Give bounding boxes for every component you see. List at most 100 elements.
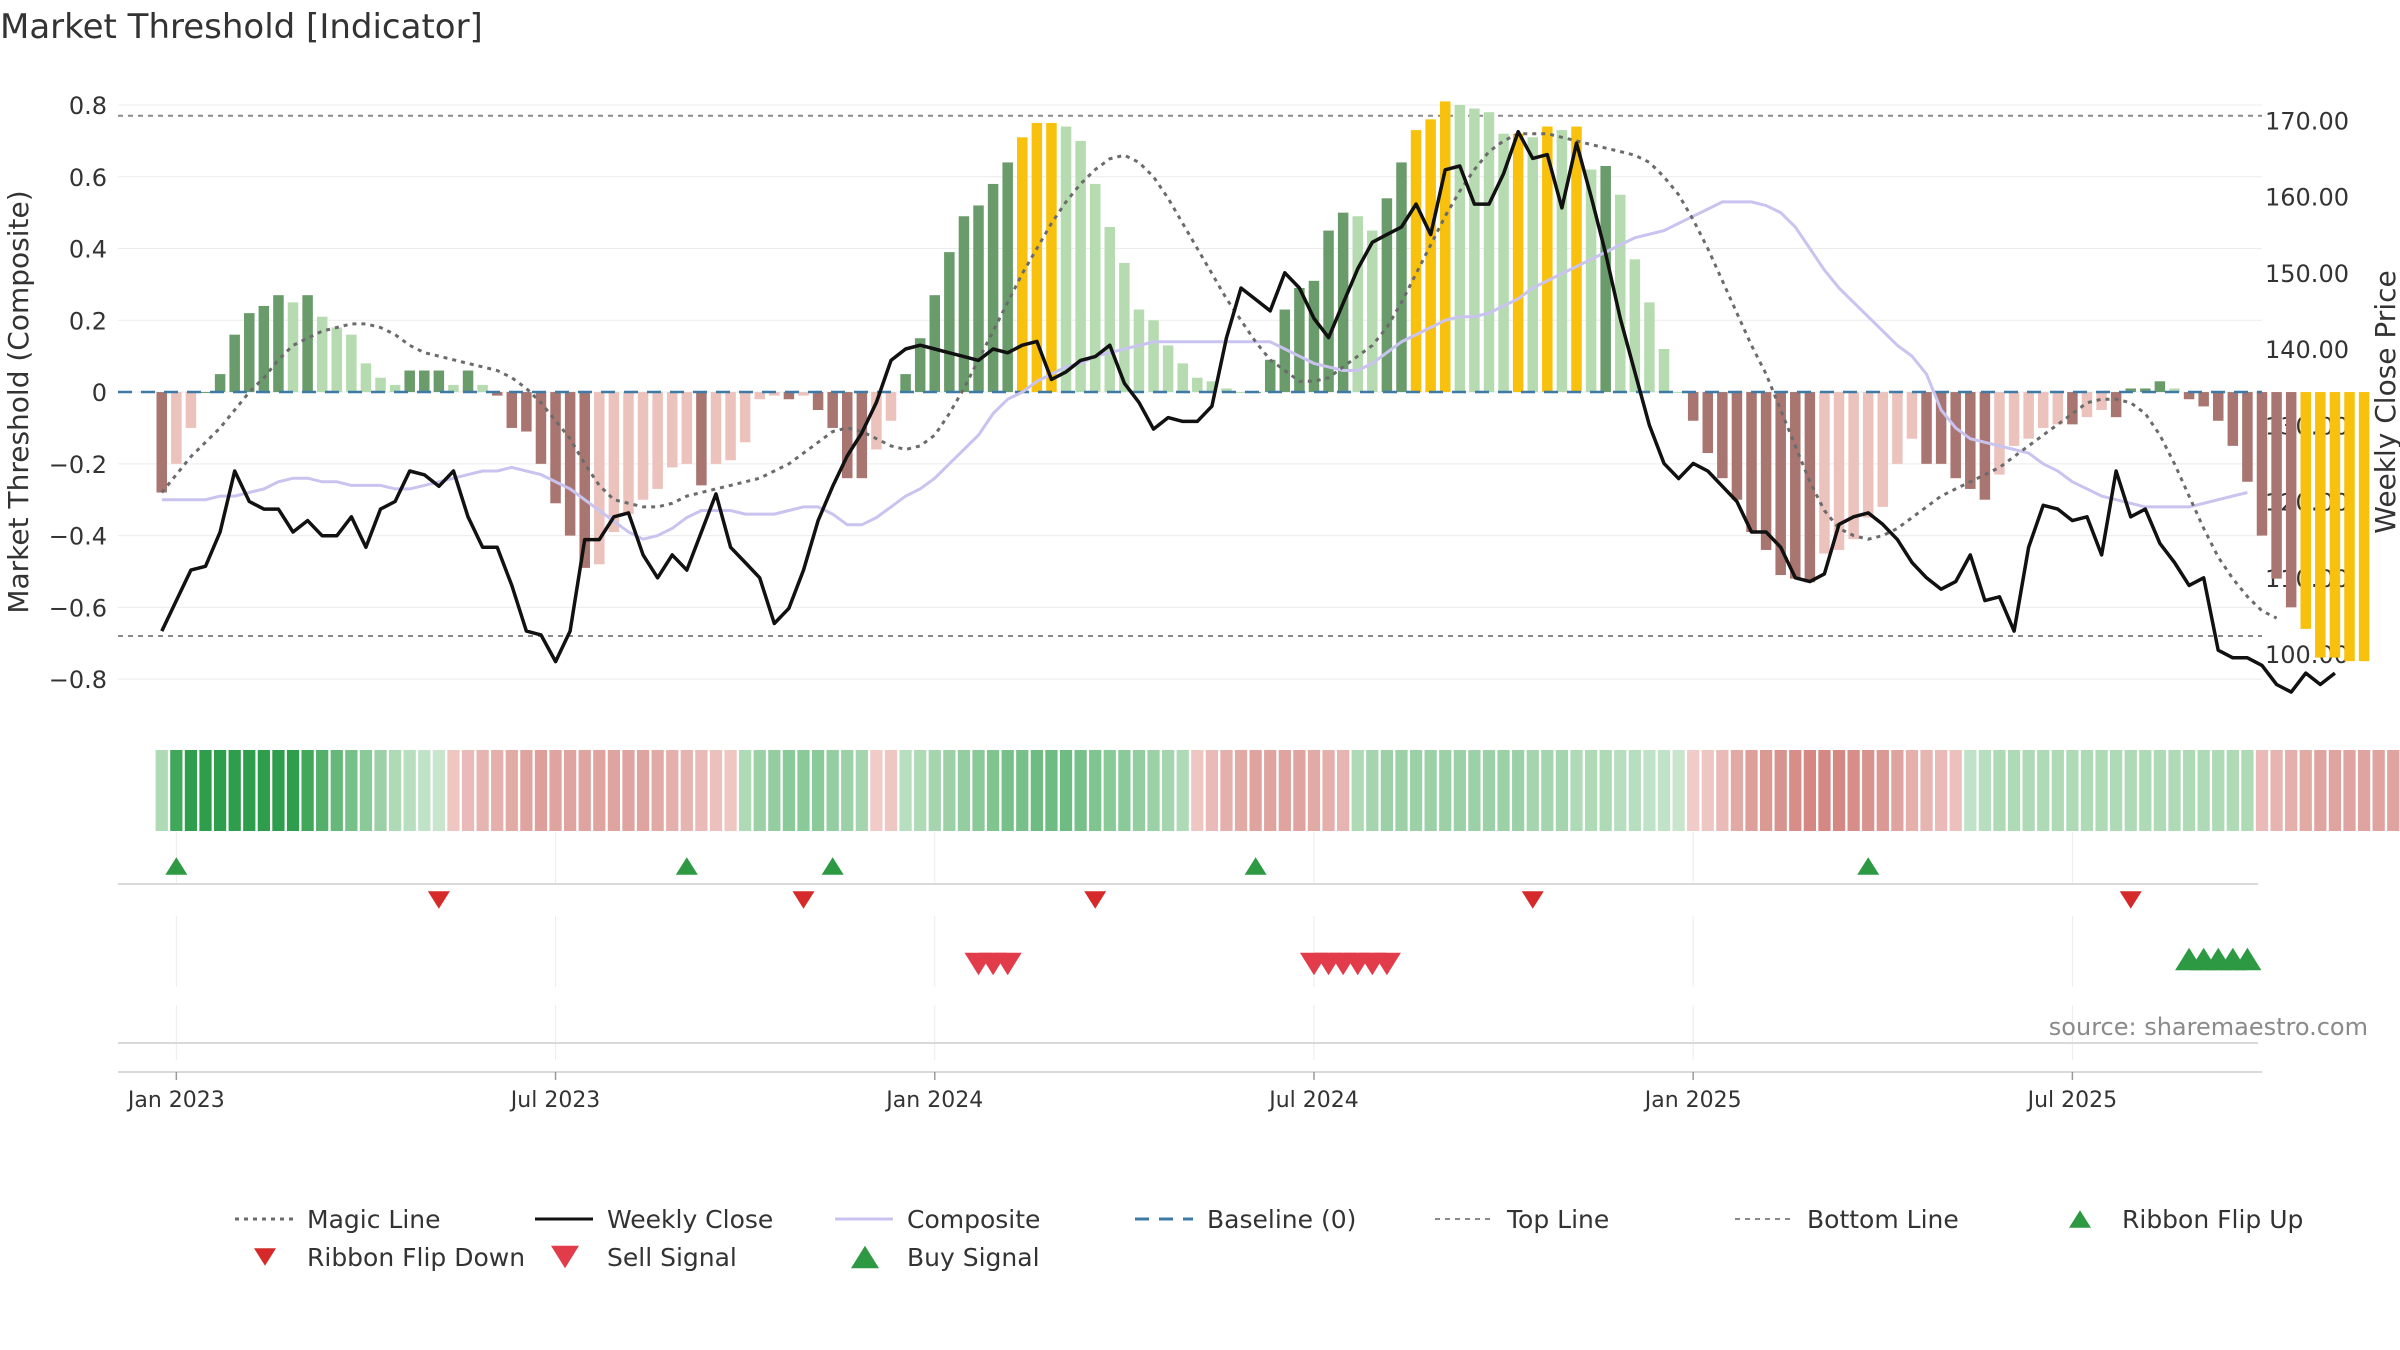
histogram-bar bbox=[2285, 392, 2297, 608]
ribbon-cell bbox=[2299, 750, 2312, 831]
histogram-bar bbox=[1877, 392, 1889, 507]
histogram-bar bbox=[885, 392, 897, 421]
legend-swatch bbox=[851, 1245, 879, 1269]
histogram-bar bbox=[1746, 392, 1757, 532]
ribbon-cell bbox=[1103, 750, 1116, 831]
ribbon-cell bbox=[636, 750, 650, 831]
histogram-bar bbox=[185, 392, 197, 428]
histogram-bar bbox=[506, 392, 518, 428]
ribbon-flip-down-marker bbox=[1084, 891, 1107, 909]
histogram-bar bbox=[900, 374, 911, 393]
ribbon-cell bbox=[2343, 750, 2356, 831]
histogram-bar bbox=[375, 377, 386, 393]
histogram-bar bbox=[200, 392, 211, 394]
histogram-bar bbox=[973, 205, 984, 393]
histogram-bar bbox=[273, 295, 284, 393]
ribbon-cell bbox=[388, 750, 402, 831]
legend-label: Buy Signal bbox=[907, 1243, 1040, 1272]
histogram-bar bbox=[739, 392, 751, 443]
ribbon-cell bbox=[2124, 750, 2137, 831]
ribbon-flip-down-marker bbox=[2119, 891, 2142, 909]
ribbon-cell bbox=[884, 750, 898, 831]
histogram-bar bbox=[1615, 194, 1626, 393]
histogram-bar bbox=[287, 302, 299, 393]
histogram-bar bbox=[1950, 392, 1961, 479]
histogram-bar bbox=[1323, 230, 1334, 393]
magic-line bbox=[160, 132, 2278, 620]
x-tick-label: Jan 2025 bbox=[1643, 1088, 1742, 1113]
ribbon-cell bbox=[1409, 750, 1423, 831]
legend-label: Top Line bbox=[1506, 1205, 1609, 1234]
histogram-bar bbox=[608, 392, 620, 532]
histogram-bar bbox=[448, 384, 459, 393]
ribbon-cell bbox=[2182, 750, 2196, 831]
ribbon-cell bbox=[739, 750, 752, 831]
histogram-bar bbox=[389, 384, 401, 393]
histogram-bar bbox=[579, 392, 590, 568]
ribbon-cell bbox=[2285, 750, 2298, 831]
histogram-bar bbox=[214, 374, 226, 393]
ribbon-panel bbox=[155, 750, 2400, 831]
histogram-bar bbox=[2183, 392, 2195, 400]
histogram-bar bbox=[2096, 392, 2107, 410]
histogram-bar bbox=[1206, 381, 1218, 393]
ribbon-cell bbox=[1701, 750, 1714, 831]
main-panel: 0.8 0.6 0.4 0.2 0 −0.2 −0.4 −0.6 −0.8 170.00 160.0… bbox=[49, 92, 2370, 694]
histogram-bar bbox=[1410, 130, 1422, 393]
ribbon-cell bbox=[695, 750, 708, 831]
ribbon-cell bbox=[564, 750, 577, 831]
histogram-bar bbox=[1439, 101, 1451, 393]
ribbon-cell bbox=[476, 750, 489, 831]
ribbon-cell bbox=[680, 750, 693, 831]
ribbon-cell bbox=[1234, 750, 1248, 831]
histogram-bar bbox=[2344, 392, 2355, 662]
ribbon-flip-up-marker bbox=[821, 857, 844, 875]
histogram-bar bbox=[1965, 392, 1976, 489]
histogram-bar bbox=[1017, 137, 1028, 393]
ribbon-cell bbox=[1964, 750, 1977, 831]
histogram-bar bbox=[302, 295, 313, 393]
ribbon-cell bbox=[2139, 750, 2152, 831]
histogram-bar bbox=[2300, 392, 2312, 629]
ribbon-cell bbox=[1366, 750, 1379, 831]
histogram-bar bbox=[1921, 392, 1932, 464]
histogram-bar bbox=[1600, 166, 1611, 393]
legend-item: Bottom Line bbox=[1735, 1205, 1959, 1234]
histogram-bar bbox=[2037, 392, 2049, 428]
ribbon-cell bbox=[2066, 750, 2079, 831]
ribbon-cell bbox=[1395, 750, 1408, 831]
ribbon-cell bbox=[1832, 750, 1846, 831]
histogram-bar bbox=[2008, 392, 2020, 446]
histogram-bar bbox=[652, 392, 663, 489]
ribbon-cell bbox=[199, 750, 212, 831]
histogram-bar bbox=[798, 392, 809, 396]
histogram-bar bbox=[346, 334, 357, 393]
histogram-bar bbox=[1308, 280, 1320, 393]
legend-item: Composite bbox=[835, 1205, 1040, 1234]
sell-signal-marker bbox=[993, 952, 1022, 976]
histogram-bar bbox=[535, 392, 547, 464]
ribbon-cell bbox=[272, 750, 285, 831]
legend-swatch bbox=[254, 1248, 276, 1266]
legend-item: Sell Signal bbox=[551, 1243, 737, 1272]
ribbon-cell bbox=[1541, 750, 1554, 831]
ribbon-cell bbox=[1264, 750, 1277, 831]
histogram-bar bbox=[2242, 392, 2253, 482]
histogram-bar bbox=[1221, 388, 1232, 393]
ribbon-cell bbox=[418, 750, 431, 831]
ribbon-cell bbox=[768, 750, 781, 831]
ribbon-flip-up-marker bbox=[1857, 857, 1880, 875]
ribbon-cell bbox=[228, 750, 241, 831]
histogram-bar bbox=[1294, 288, 1305, 393]
ribbon-cell bbox=[2022, 750, 2035, 831]
histogram-bar bbox=[987, 183, 999, 393]
histogram-bar bbox=[2315, 392, 2326, 658]
legend-label: Composite bbox=[907, 1205, 1040, 1234]
histogram-bar bbox=[1644, 302, 1655, 393]
ribbon-cell bbox=[170, 750, 183, 831]
histogram-bar bbox=[550, 392, 561, 504]
ribbon-cell bbox=[1497, 750, 1510, 831]
ribbon-cell bbox=[1016, 750, 1029, 831]
histogram-bar bbox=[1702, 392, 1714, 454]
ribbon-cell bbox=[1862, 750, 1875, 831]
